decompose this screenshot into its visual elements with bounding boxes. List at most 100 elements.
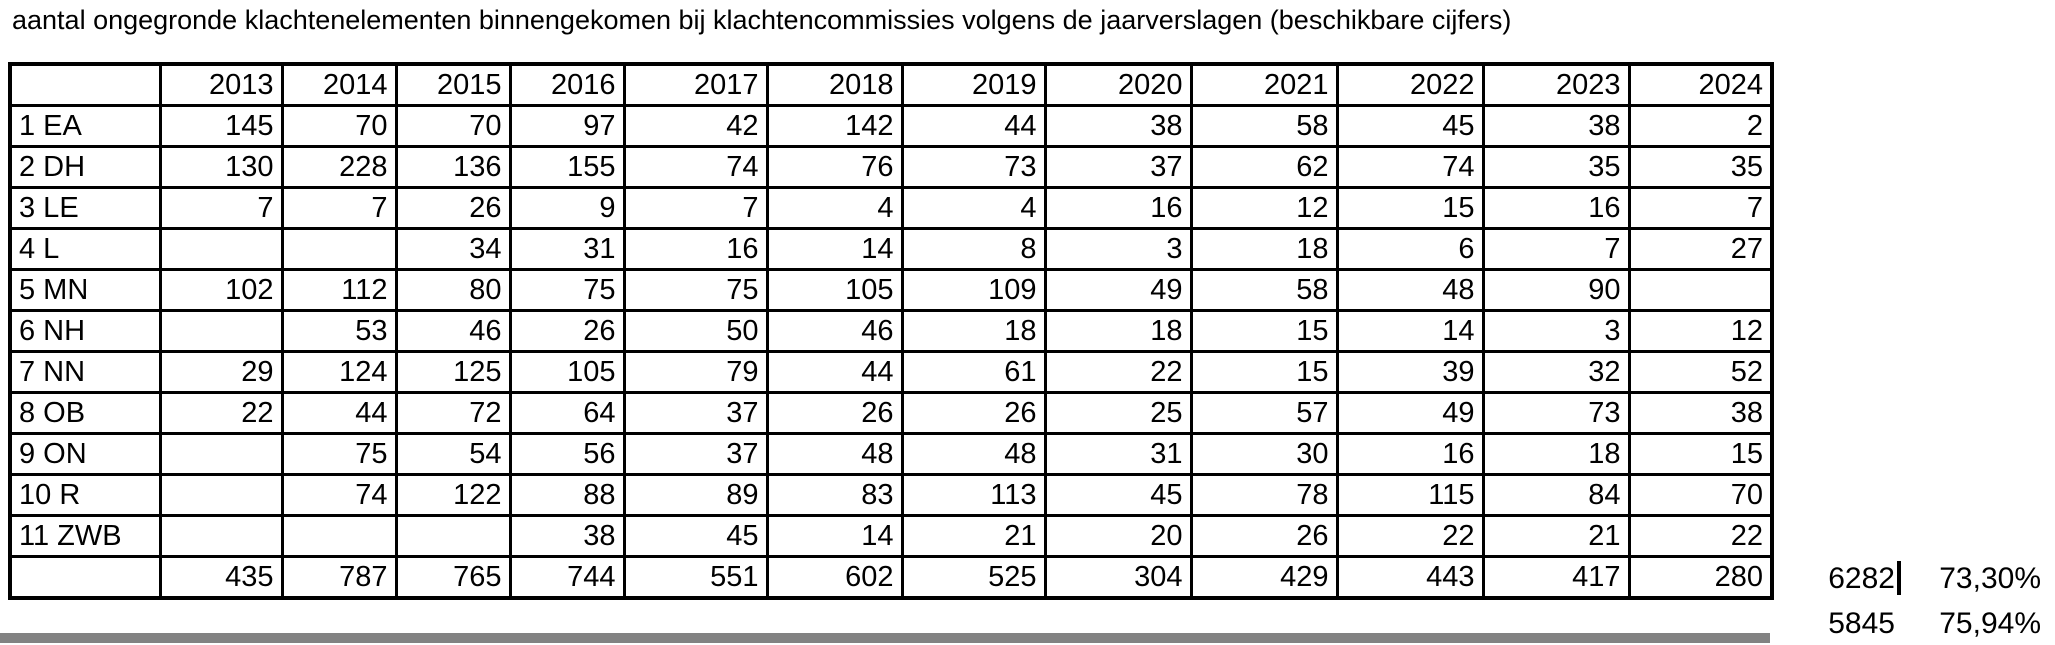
year-header-2023[interactable]: 2023 [1481,62,1631,107]
value-cell[interactable]: 15 [1627,432,1774,476]
value-cell[interactable]: 21 [1481,514,1631,558]
row-label[interactable]: 8 OB [8,391,162,435]
year-header-2018[interactable]: 2018 [765,62,904,107]
value-cell[interactable]: 16 [1481,186,1631,230]
grand-total-cell[interactable]: 6282 [1828,561,1895,595]
value-cell[interactable]: 37 [622,391,769,435]
value-cell[interactable]: 29 [158,350,284,394]
totals-cell[interactable]: 787 [280,555,398,600]
corner-header-cell[interactable] [8,62,162,107]
value-cell[interactable]: 37 [622,432,769,476]
value-cell[interactable]: 26 [765,391,904,435]
year-header-2015[interactable]: 2015 [394,62,512,107]
row-label[interactable]: 6 NH [8,309,162,353]
value-cell[interactable]: 15 [1189,309,1339,353]
value-cell[interactable]: 15 [1189,350,1339,394]
value-cell[interactable]: 12 [1189,186,1339,230]
value-cell[interactable]: 44 [900,104,1047,148]
value-cell[interactable]: 228 [280,145,398,189]
value-cell[interactable]: 6 [1335,227,1485,271]
value-cell[interactable]: 125 [394,350,512,394]
row-label[interactable]: 2 DH [8,145,162,189]
year-header-2021[interactable]: 2021 [1189,62,1339,107]
value-cell[interactable]: 26 [1189,514,1339,558]
value-cell[interactable]: 18 [1189,227,1339,271]
row-label[interactable]: 1 EA [8,104,162,148]
value-cell[interactable]: 26 [900,391,1047,435]
value-cell[interactable]: 105 [765,268,904,312]
value-cell[interactable]: 16 [622,227,769,271]
value-cell[interactable]: 122 [394,473,512,517]
value-cell[interactable]: 74 [1335,145,1485,189]
value-cell[interactable]: 42 [622,104,769,148]
value-cell[interactable]: 76 [765,145,904,189]
year-header-2024[interactable]: 2024 [1627,62,1774,107]
row-label[interactable]: 9 ON [8,432,162,476]
value-cell[interactable]: 8 [900,227,1047,271]
value-cell[interactable]: 124 [280,350,398,394]
value-cell[interactable]: 18 [1481,432,1631,476]
value-cell[interactable]: 37 [1043,145,1193,189]
value-cell[interactable]: 74 [622,145,769,189]
totals-cell[interactable]: 429 [1189,555,1339,600]
year-header-2016[interactable]: 2016 [508,62,626,107]
totals-cell[interactable]: 744 [508,555,626,600]
value-cell[interactable]: 70 [280,104,398,148]
value-cell[interactable]: 105 [508,350,626,394]
value-cell[interactable]: 7 [622,186,769,230]
value-cell[interactable] [280,227,398,271]
value-cell[interactable]: 49 [1335,391,1485,435]
value-cell[interactable]: 130 [158,145,284,189]
value-cell[interactable]: 18 [900,309,1047,353]
value-cell[interactable]: 48 [765,432,904,476]
value-cell[interactable]: 31 [508,227,626,271]
value-cell[interactable] [1627,268,1774,312]
value-cell[interactable]: 79 [622,350,769,394]
value-cell[interactable]: 7 [158,186,284,230]
value-cell[interactable]: 35 [1627,145,1774,189]
value-cell[interactable]: 46 [765,309,904,353]
value-cell[interactable]: 109 [900,268,1047,312]
value-cell[interactable] [158,514,284,558]
value-cell[interactable]: 22 [1335,514,1485,558]
row-label[interactable]: 11 ZWB [8,514,162,558]
subtotal-cell[interactable]: 5845 [1828,606,1895,640]
value-cell[interactable]: 64 [508,391,626,435]
value-cell[interactable]: 48 [900,432,1047,476]
value-cell[interactable]: 25 [1043,391,1193,435]
value-cell[interactable]: 70 [394,104,512,148]
totals-cell[interactable]: 443 [1335,555,1485,600]
value-cell[interactable]: 74 [280,473,398,517]
value-cell[interactable]: 53 [280,309,398,353]
totals-cell[interactable]: 525 [900,555,1047,600]
value-cell[interactable]: 44 [280,391,398,435]
row-label[interactable]: 5 MN [8,268,162,312]
value-cell[interactable]: 102 [158,268,284,312]
value-cell[interactable]: 62 [1189,145,1339,189]
value-cell[interactable]: 73 [900,145,1047,189]
totals-cell[interactable]: 602 [765,555,904,600]
value-cell[interactable]: 20 [1043,514,1193,558]
value-cell[interactable]: 38 [508,514,626,558]
value-cell[interactable]: 38 [1043,104,1193,148]
value-cell[interactable]: 26 [508,309,626,353]
value-cell[interactable]: 9 [508,186,626,230]
year-header-2022[interactable]: 2022 [1335,62,1485,107]
value-cell[interactable]: 75 [508,268,626,312]
year-header-2017[interactable]: 2017 [622,62,769,107]
value-cell[interactable] [394,514,512,558]
value-cell[interactable]: 50 [622,309,769,353]
value-cell[interactable]: 75 [280,432,398,476]
totals-cell[interactable]: 417 [1481,555,1631,600]
value-cell[interactable]: 44 [765,350,904,394]
year-header-2013[interactable]: 2013 [158,62,284,107]
value-cell[interactable]: 7 [280,186,398,230]
value-cell[interactable]: 48 [1335,268,1485,312]
value-cell[interactable]: 12 [1627,309,1774,353]
value-cell[interactable]: 14 [765,227,904,271]
value-cell[interactable]: 7 [1627,186,1774,230]
value-cell[interactable]: 84 [1481,473,1631,517]
value-cell[interactable]: 39 [1335,350,1485,394]
row-label[interactable]: 4 L [8,227,162,271]
value-cell[interactable]: 45 [1043,473,1193,517]
